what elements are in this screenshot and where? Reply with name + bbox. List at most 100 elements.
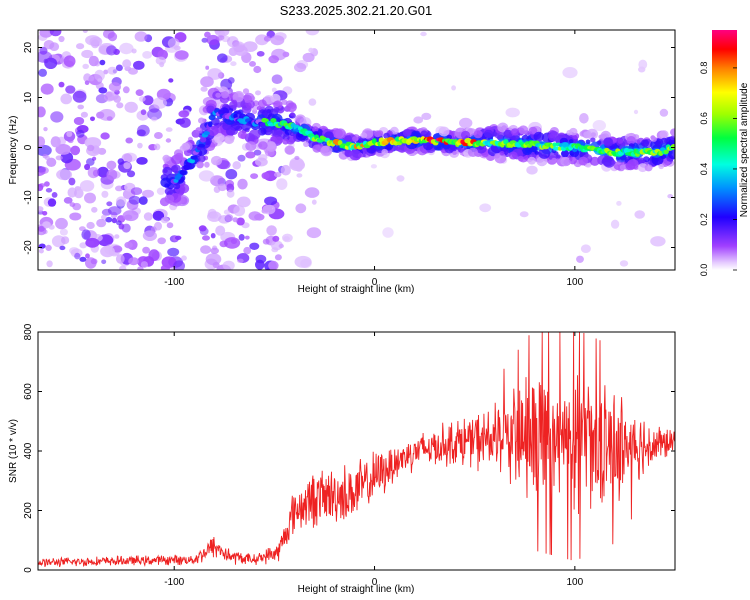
spectrogram-cell bbox=[160, 216, 169, 224]
spectrogram-cell bbox=[168, 78, 174, 83]
spectrogram-ridge-cell bbox=[208, 121, 213, 128]
spectrogram-cell bbox=[179, 117, 191, 128]
spectrogram-cell bbox=[332, 128, 343, 139]
spectrogram-ridge-cell bbox=[190, 155, 198, 160]
spectrogram-cell bbox=[63, 197, 73, 204]
spectrogram-cell bbox=[209, 212, 219, 219]
snr-line bbox=[38, 332, 675, 568]
spectrogram-cell bbox=[460, 130, 471, 140]
spectrogram-cell bbox=[617, 138, 624, 144]
spectrogram-cell bbox=[38, 225, 45, 232]
spectrogram-ridge-cell bbox=[578, 145, 585, 150]
spectrogram-cell bbox=[81, 49, 94, 59]
spectrogram-cell bbox=[619, 260, 629, 267]
spectrogram-cell bbox=[59, 245, 66, 251]
spectrogram-cell bbox=[115, 185, 124, 192]
spectrogram-cell bbox=[173, 183, 181, 190]
spectrogram-cell bbox=[136, 129, 146, 137]
spectrogram-x-label: Height of straight line (km) bbox=[298, 284, 415, 295]
spectrogram-cell bbox=[549, 133, 555, 139]
spectrogram-cell bbox=[451, 85, 456, 91]
spectrogram-cell bbox=[105, 216, 113, 223]
spectrogram-cell bbox=[295, 203, 307, 214]
spectrogram-cell bbox=[84, 163, 91, 171]
spectrogram-cell bbox=[245, 151, 256, 159]
spectrogram-cell bbox=[225, 169, 238, 180]
snr-y-tick-label: 200 bbox=[23, 502, 34, 519]
spectrogram-cell bbox=[38, 68, 47, 77]
spectrogram-cell bbox=[459, 117, 473, 129]
spectrogram-cell bbox=[85, 237, 100, 248]
spectrogram-cell bbox=[46, 157, 57, 167]
spectrogram-cell bbox=[43, 127, 48, 132]
spectrogram-cell bbox=[123, 162, 131, 170]
spectrogram-cell bbox=[236, 196, 251, 208]
spectrogram-cell bbox=[84, 80, 90, 85]
spectrogram-cell bbox=[214, 30, 230, 37]
spectrogram-cell bbox=[294, 155, 300, 160]
spectrogram-cell bbox=[178, 110, 190, 118]
spectrogram-cell bbox=[592, 120, 606, 131]
spectrogram-cell bbox=[38, 248, 44, 254]
spectrogram-cell bbox=[233, 205, 246, 217]
spectrogram-ridge-cell bbox=[197, 143, 205, 148]
spectrogram-cell bbox=[249, 129, 261, 140]
spectrogram-cell bbox=[142, 51, 153, 59]
spectrogram-cell bbox=[59, 228, 68, 236]
spectrogram-cell bbox=[81, 229, 91, 240]
spectrogram-ridge-cell bbox=[561, 142, 569, 148]
spectrogram-cell bbox=[181, 255, 187, 261]
spectrogram-cell bbox=[320, 145, 333, 157]
snr-y-tick-label: 800 bbox=[23, 323, 34, 340]
spectrogram-cell bbox=[202, 235, 210, 241]
spectrogram-cell bbox=[517, 155, 524, 162]
spectrogram-cell bbox=[583, 131, 591, 138]
spectrogram-cell bbox=[262, 204, 276, 215]
spectrogram-cell bbox=[98, 87, 108, 94]
spectrogram-cell bbox=[483, 129, 494, 138]
spectrogram-cell bbox=[171, 164, 181, 174]
spectrogram-cell bbox=[349, 149, 362, 161]
spectrogram-ridge-cell bbox=[626, 148, 634, 153]
spectrogram-cell bbox=[165, 138, 172, 143]
spectrogram-cell bbox=[566, 129, 573, 136]
spectrogram-cell bbox=[344, 135, 352, 142]
spectrogram-cell bbox=[138, 96, 146, 102]
spectrogram-cell bbox=[421, 112, 432, 120]
spectrogram-cell bbox=[130, 187, 143, 196]
spectrogram-cell bbox=[47, 198, 57, 207]
spectrogram-cell bbox=[271, 87, 277, 93]
colorbar-gradient bbox=[712, 30, 737, 270]
spectrogram-cell bbox=[534, 150, 539, 155]
spectrogram-cell bbox=[232, 161, 241, 170]
spectrogram-cell bbox=[519, 211, 529, 218]
spectrogram-cell bbox=[274, 254, 282, 261]
spectrogram-cell bbox=[135, 89, 144, 96]
spectrogram-cell bbox=[598, 134, 603, 139]
spectrogram-cell bbox=[236, 217, 245, 226]
spectrogram-cell bbox=[224, 135, 235, 145]
spectrogram-cell bbox=[169, 267, 175, 270]
spectrogram-cell bbox=[140, 109, 147, 116]
spectrogram-cell bbox=[237, 154, 246, 162]
spectrogram-cell bbox=[528, 126, 538, 135]
spectrogram-cell bbox=[420, 31, 427, 37]
spectrogram-cell bbox=[383, 132, 390, 139]
spectrogram-cell bbox=[137, 142, 143, 149]
spectrogram-x-tick-label: 100 bbox=[566, 277, 583, 288]
spectrogram-cell bbox=[522, 145, 533, 156]
spectrogram-cell bbox=[142, 230, 157, 241]
spectrogram-cell bbox=[100, 132, 110, 140]
spectrogram-cell bbox=[576, 255, 584, 263]
spectrogram-cell bbox=[249, 61, 256, 67]
spectrogram-cell bbox=[55, 144, 72, 155]
spectrogram-cell bbox=[250, 173, 259, 180]
spectrogram-cell bbox=[101, 259, 107, 265]
spectrogram-cell bbox=[99, 59, 106, 66]
spectrogram-x-ticks: -100 0 100 bbox=[164, 30, 584, 288]
snr-x-ticks: -100 0 100 bbox=[164, 332, 584, 588]
spectrogram-cell bbox=[634, 210, 645, 219]
chart-title: S233.2025.302.21.20.G01 bbox=[280, 3, 433, 18]
spectrogram-cell bbox=[38, 166, 49, 174]
